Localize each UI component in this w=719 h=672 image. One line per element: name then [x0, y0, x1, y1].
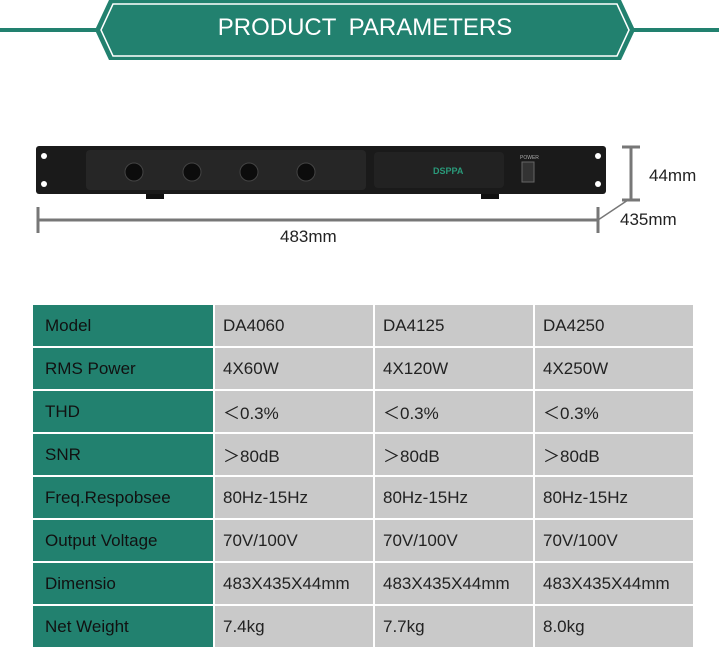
table-row: Freq.Respobsee 80Hz-15Hz 80Hz-15Hz 80Hz-15H… — [33, 477, 693, 518]
row-label: SNR — [33, 434, 213, 475]
table-cell: ＞80dB — [215, 434, 373, 475]
row-label: Freq.Respobsee — [33, 477, 213, 518]
table-cell: 8.0kg — [535, 606, 693, 647]
table-cell: ＞80dB — [375, 434, 533, 475]
table-cell: DA4060 — [215, 305, 373, 346]
table-row: SNR ＞80dB ＞80dB ＞80dB — [33, 434, 693, 475]
table-cell: 7.7kg — [375, 606, 533, 647]
table-row: THD ＜0.3% ＜0.3% ＜0.3% — [33, 391, 693, 432]
parameters-table: Model DA4060 DA4125 DA4250 RMS Power 4X60W 4X1… — [31, 303, 695, 649]
table-row: Dimensio 483X435X44mm 483X435X44mm 483X435X… — [33, 563, 693, 604]
table-cell: 70V/100V — [375, 520, 533, 561]
dimension-lines — [36, 145, 640, 233]
banner-line-left — [0, 28, 100, 32]
table-cell: 7.4kg — [215, 606, 373, 647]
table-cell: 70V/100V — [535, 520, 693, 561]
table-row: Output Voltage 70V/100V 70V/100V 70V/100V — [33, 520, 693, 561]
depth-dimension: 435mm — [620, 210, 677, 229]
table-cell: 4X60W — [215, 348, 373, 389]
table-cell: ＜0.3% — [535, 391, 693, 432]
row-label: Model — [33, 305, 213, 346]
table-cell: ＜0.3% — [215, 391, 373, 432]
table-cell: 80Hz-15Hz — [375, 477, 533, 518]
table-cell: 4X120W — [375, 348, 533, 389]
banner-line-right — [630, 28, 719, 32]
table-cell: ＜0.3% — [375, 391, 533, 432]
table-cell: 70V/100V — [215, 520, 373, 561]
row-label: THD — [33, 391, 213, 432]
table-cell: DA4125 — [375, 305, 533, 346]
row-label: Dimensio — [33, 563, 213, 604]
width-dimension: 483mm — [280, 227, 337, 246]
table-cell: 4X250W — [535, 348, 693, 389]
table-cell: DA4250 — [535, 305, 693, 346]
page-title: PRODUCT PARAMETERS — [217, 14, 513, 41]
table-row: Net Weight 7.4kg 7.7kg 8.0kg — [33, 606, 693, 647]
amplifier-image: DSPPA POWER — [36, 146, 606, 199]
row-label: Net Weight — [33, 606, 213, 647]
table-cell: ＞80dB — [535, 434, 693, 475]
table-row: Model DA4060 DA4125 DA4250 — [33, 305, 693, 346]
table-cell: 483X435X44mm — [215, 563, 373, 604]
table-cell: 80Hz-15Hz — [215, 477, 373, 518]
table-cell: 80Hz-15Hz — [535, 477, 693, 518]
table-row: RMS Power 4X60W 4X120W 4X250W — [33, 348, 693, 389]
brand-logo: DSPPA — [433, 166, 464, 176]
table-cell: 483X435X44mm — [375, 563, 533, 604]
table-cell: 483X435X44mm — [535, 563, 693, 604]
row-label: Output Voltage — [33, 520, 213, 561]
banner-shape — [95, 0, 635, 60]
power-label: POWER — [520, 155, 539, 161]
row-label: RMS Power — [33, 348, 213, 389]
height-dimension: 44mm — [649, 166, 697, 185]
